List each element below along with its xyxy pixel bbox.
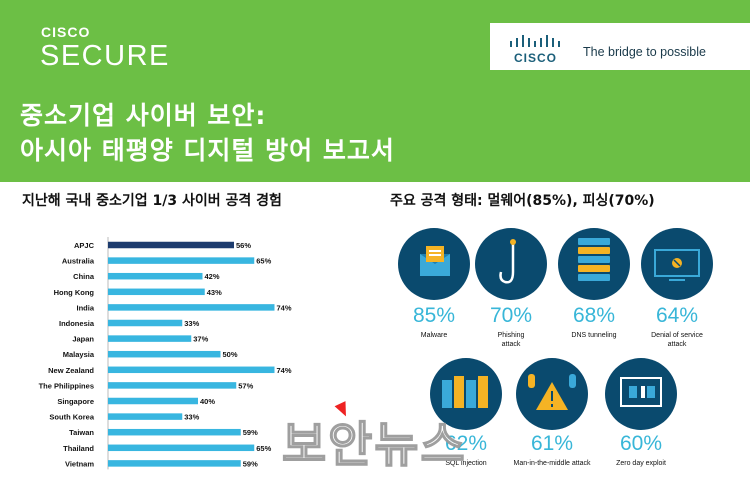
server-icon (578, 238, 610, 281)
bar (108, 460, 241, 467)
bar-value-label: 50% (223, 350, 238, 359)
code-screen-icon (620, 377, 662, 407)
bar (108, 319, 183, 327)
bar (108, 335, 192, 342)
brand-cisco-text: CISCO (41, 24, 91, 40)
database-icon (442, 376, 488, 408)
sql-tile (430, 358, 502, 430)
country-bar-chart: APJC 56% Australia 65% China 42% Hong Kong 43% I… (39, 237, 292, 470)
bar (108, 272, 203, 280)
bar (108, 428, 241, 436)
bar (108, 288, 205, 296)
mitm-pct: 61% (530, 432, 574, 455)
phishing-tile (475, 228, 547, 300)
phishing-pct: 70% (489, 304, 533, 327)
mitm-label: Man-in-the-middle attack (513, 460, 591, 467)
bar (108, 397, 198, 405)
category-label: India (76, 303, 94, 312)
dns-tile (558, 228, 630, 300)
bar (108, 382, 237, 389)
attack-types-title: 주요 공격 형태: 멀웨어(85%), 피싱(70%) (390, 193, 655, 209)
bar-value-label: 33% (184, 413, 199, 422)
dos-tile (641, 228, 713, 300)
mitm-tile (516, 358, 588, 430)
malware-pct: 85% (412, 304, 456, 327)
malware-label: Malware (420, 332, 448, 339)
bar-value-label: 65% (256, 444, 271, 453)
bar (108, 257, 255, 264)
category-label: Malaysia (63, 350, 95, 359)
sql-label: SQL injection (445, 460, 487, 467)
bar-value-label: 56% (236, 241, 251, 250)
phishing-label: Phishing attack (497, 332, 525, 348)
category-label: China (73, 272, 95, 281)
fishhook-icon (499, 239, 516, 284)
bar-value-label: 59% (243, 428, 258, 437)
sql-pct: 62% (444, 432, 488, 455)
bar-value-label: 65% (256, 257, 271, 266)
envelope-icon (420, 246, 450, 276)
cisco-logo-word: CISCO (514, 51, 558, 65)
monitor-icon (654, 249, 700, 281)
category-label: Indonesia (59, 319, 95, 328)
category-label: Taiwan (69, 428, 94, 437)
category-label: APJC (74, 241, 95, 250)
bar (108, 444, 255, 452)
dns-pct: 68% (572, 304, 616, 327)
bar-value-label: 57% (238, 381, 253, 390)
zeroday-pct: 60% (619, 432, 663, 455)
chart-title: 지난해 국내 중소기업 1/3 사이버 공격 경험 (22, 193, 282, 209)
bar (108, 366, 275, 374)
bar-value-label: 74% (277, 366, 292, 375)
category-label: New Zealand (48, 366, 94, 375)
category-label: Hong Kong (54, 288, 95, 297)
tagline: The bridge to possible (583, 45, 706, 59)
category-label: Japan (72, 335, 94, 344)
bar-value-label: 74% (277, 303, 292, 312)
bar-value-label: 33% (184, 319, 199, 328)
bar (108, 350, 221, 358)
category-label: Australia (62, 257, 95, 266)
bar-value-label: 40% (200, 397, 215, 406)
category-label: South Korea (49, 413, 94, 422)
cisco-bars-icon (510, 35, 560, 47)
bar (108, 413, 183, 420)
category-label: Vietnam (65, 459, 94, 468)
bar-value-label: 43% (207, 288, 222, 297)
warning-icon (528, 374, 576, 410)
category-label: Thailand (63, 444, 94, 453)
bar (108, 241, 234, 249)
watermark: 보안뉴스 (281, 416, 467, 474)
cisco-logo-box: CISCO The bridge to possible (490, 23, 750, 70)
malware-tile (398, 228, 470, 300)
dos-label: Denial of service attack (651, 332, 703, 348)
header-banner: CISCO SECURE CISCO The bridge to possibl… (0, 0, 750, 182)
bar (108, 304, 275, 311)
zeroday-tile (605, 358, 677, 430)
dos-pct: 64% (655, 304, 699, 327)
zeroday-label: Zero day exploit (616, 460, 666, 467)
bar-value-label: 59% (243, 459, 258, 468)
bar-value-label: 42% (205, 272, 220, 281)
dns-label: DNS tunneling (571, 332, 617, 339)
bar-value-label: 37% (193, 335, 208, 344)
brand-secure-text: SECURE (40, 40, 170, 72)
page-title-line1: 중소기업 사이버 보안: (20, 101, 267, 130)
category-label: Singapore (57, 397, 94, 406)
page-title-line2: 아시아 태평양 디지털 방어 보고서 (20, 136, 395, 165)
category-label: The Philippines (39, 381, 94, 390)
